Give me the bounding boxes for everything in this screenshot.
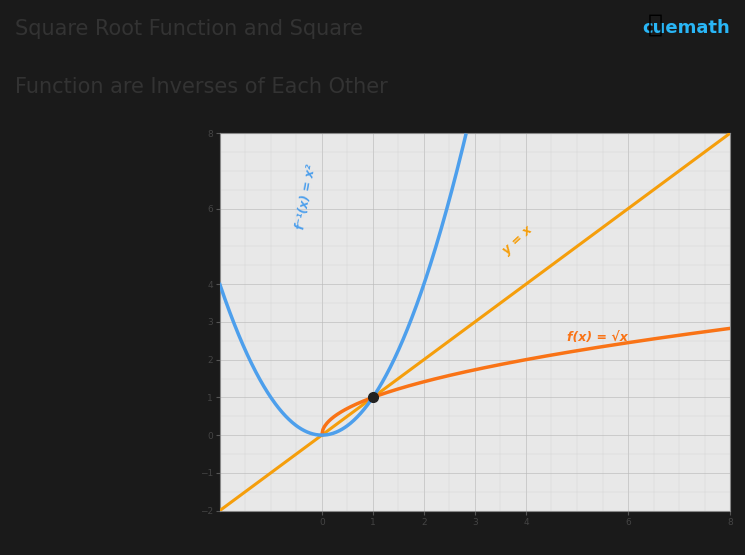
Text: f⁻¹(x) = x²: f⁻¹(x) = x²	[294, 164, 318, 230]
Text: cuemath: cuemath	[642, 19, 730, 37]
Text: f(x) = √x: f(x) = √x	[567, 331, 628, 344]
Text: Function are Inverses of Each Other: Function are Inverses of Each Other	[15, 77, 387, 97]
Text: y = x: y = x	[501, 223, 536, 257]
Text: Square Root Function and Square: Square Root Function and Square	[15, 19, 363, 39]
Text: 🚀: 🚀	[648, 13, 663, 37]
